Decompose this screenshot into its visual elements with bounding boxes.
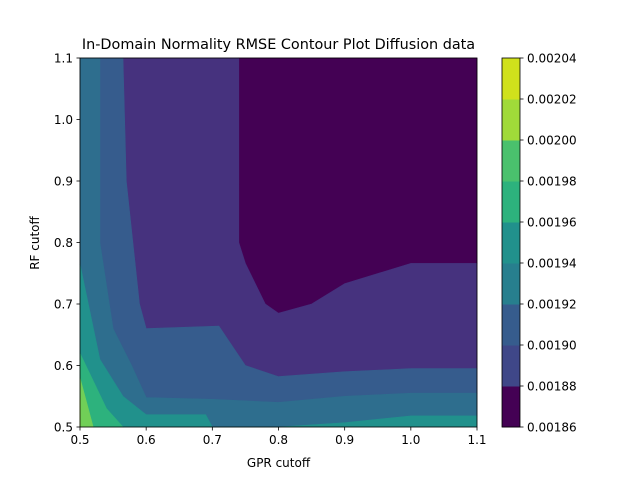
- x-tick-label-4: 0.9: [335, 433, 354, 447]
- y-tick-label-3: 0.8: [54, 236, 73, 250]
- colorbar-tick-label-9: 0.00204: [527, 51, 577, 65]
- y-tick-label-6: 1.1: [54, 51, 73, 65]
- plot-area: [79, 57, 478, 428]
- colorbar-band-4: [502, 222, 520, 264]
- y-tick-label-0: 0.5: [54, 420, 73, 434]
- colorbar-band-5: [502, 181, 520, 223]
- x-tick-label-0: 0.5: [70, 433, 89, 447]
- colorbar-band-0: [502, 386, 520, 428]
- colorbar-tick-label-5: 0.00196: [527, 215, 577, 229]
- colorbar-band-6: [502, 140, 520, 182]
- colorbar-tick-label-3: 0.00192: [527, 297, 577, 311]
- y-tick-label-4: 0.9: [54, 174, 73, 188]
- colorbar-band-7: [502, 99, 520, 141]
- colorbar-tick-label-2: 0.00190: [527, 338, 577, 352]
- y-tick-label-5: 1.0: [54, 113, 73, 127]
- colorbar-frame: [501, 57, 521, 428]
- colorbar-band-2: [502, 304, 520, 346]
- x-tick-label-5: 1.0: [401, 433, 420, 447]
- y-axis-label: RF cutoff: [28, 215, 42, 269]
- x-tick-label-6: 1.1: [467, 433, 486, 447]
- colorbar-band-1: [502, 345, 520, 387]
- y-tick-label-1: 0.6: [54, 359, 73, 373]
- y-tick-label-2: 0.7: [54, 297, 73, 311]
- chart-title: In-Domain Normality RMSE Contour Plot Di…: [82, 37, 475, 53]
- colorbar-tick-label-1: 0.00188: [527, 379, 577, 393]
- x-axis-label: GPR cutoff: [247, 456, 311, 470]
- x-tick-label-1: 0.6: [137, 433, 156, 447]
- colorbar-tick-label-6: 0.00198: [527, 174, 577, 188]
- x-tick-label-3: 0.8: [269, 433, 288, 447]
- colorbar: 0.00186 0.00188 0.00190 0.00192 0.00194 0.001…: [501, 51, 577, 434]
- colorbar-tick-label-4: 0.00194: [527, 256, 577, 270]
- colorbar-band-3: [502, 263, 520, 305]
- x-axis: 0.5 0.6 0.7 0.8 0.9 1.0 1.1: [70, 427, 487, 447]
- colorbar-band-8: [502, 58, 520, 100]
- colorbar-tick-label-0: 0.00186: [527, 420, 577, 434]
- y-axis: 0.5 0.6 0.7 0.8 0.9 1.0 1.1: [54, 51, 80, 434]
- x-tick-label-2: 0.7: [203, 433, 222, 447]
- colorbar-tick-label-8: 0.00202: [527, 92, 577, 106]
- colorbar-tick-label-7: 0.00200: [527, 133, 577, 147]
